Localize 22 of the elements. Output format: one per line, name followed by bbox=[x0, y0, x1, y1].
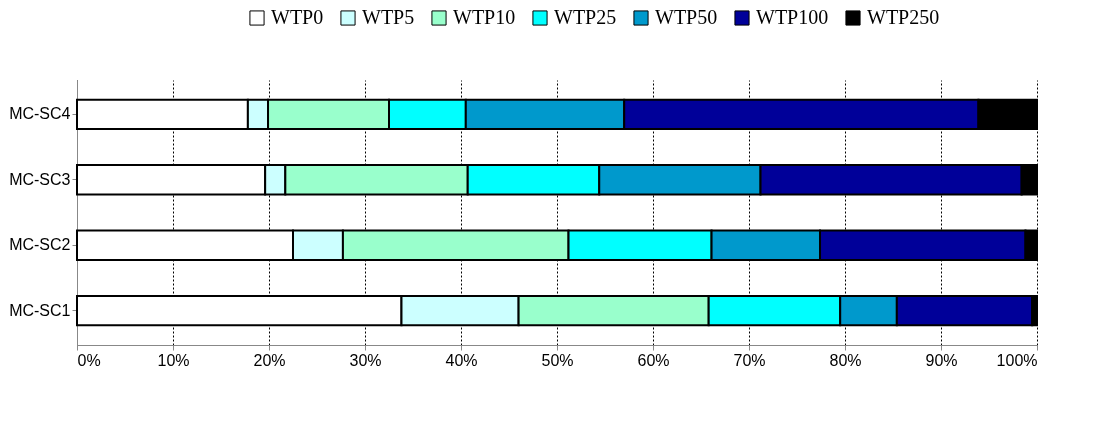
x-tick-label: 20% bbox=[253, 351, 286, 369]
legend-label: WTP100 bbox=[756, 6, 829, 28]
legend-label: WTP5 bbox=[362, 6, 415, 28]
legend-label: WTP250 bbox=[867, 6, 940, 28]
x-tick-label: 80% bbox=[829, 351, 862, 369]
x-tick-label: 60% bbox=[637, 351, 670, 369]
legend-label: WTP50 bbox=[655, 6, 718, 28]
y-tick-label: MC-SC1 bbox=[9, 301, 71, 319]
y-tick-label: MC-SC4 bbox=[9, 105, 71, 123]
y-tick-label: MC-SC2 bbox=[9, 236, 71, 254]
legend-label: WTP0 bbox=[271, 6, 324, 28]
x-tick-label: 40% bbox=[445, 351, 478, 369]
x-tick-label: 0% bbox=[77, 351, 101, 369]
legend-label: WTP10 bbox=[453, 6, 516, 28]
x-tick-label: 100% bbox=[996, 351, 1038, 369]
legend-label: WTP25 bbox=[554, 6, 617, 28]
y-tick-label: MC-SC3 bbox=[9, 170, 71, 188]
x-tick-label: 70% bbox=[733, 351, 766, 369]
x-tick-label: 10% bbox=[157, 351, 190, 369]
x-tick-label: 90% bbox=[925, 351, 958, 369]
x-tick-label: 30% bbox=[349, 351, 382, 369]
x-tick-label: 50% bbox=[541, 351, 574, 369]
